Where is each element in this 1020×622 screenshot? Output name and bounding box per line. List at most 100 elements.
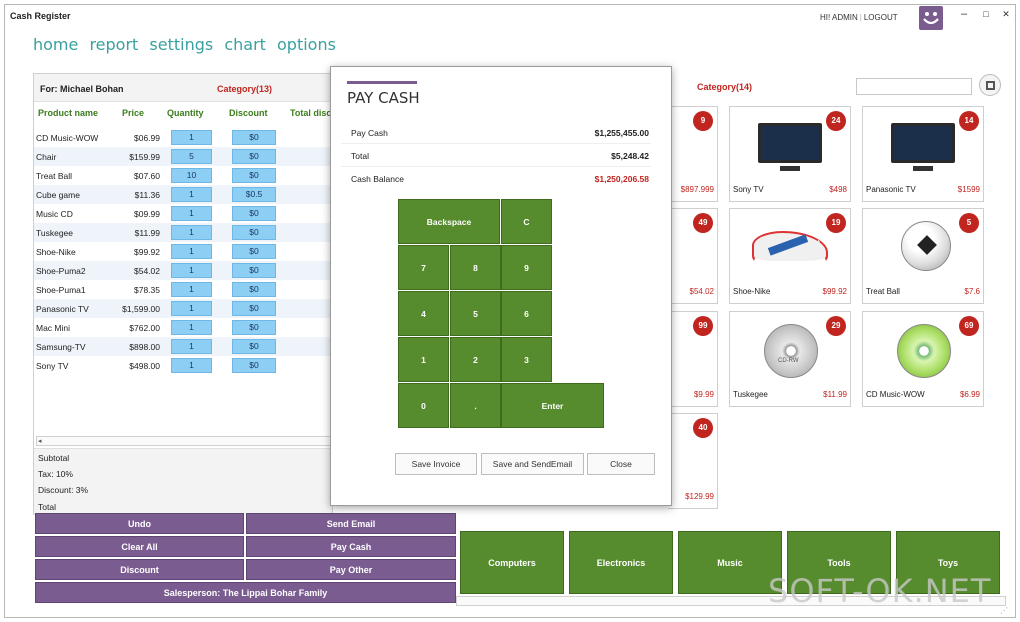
nav-settings[interactable]: settings: [149, 35, 214, 54]
row-discount-input[interactable]: $0.5: [232, 187, 276, 202]
table-row[interactable]: Chair $159.99 5 $0: [34, 147, 332, 166]
row-discount-input[interactable]: $0: [232, 244, 276, 259]
row-quantity-input[interactable]: 1: [171, 320, 212, 335]
key-7[interactable]: 7: [398, 245, 449, 290]
resize-grip-icon[interactable]: ⋰: [1000, 606, 1008, 615]
nav-options[interactable]: options: [277, 35, 336, 54]
scroll-left-icon[interactable]: ◂: [38, 438, 42, 445]
key-1[interactable]: 1: [398, 337, 449, 382]
product-card-partial[interactable]: 40 $129.99: [668, 413, 718, 509]
row-quantity-input[interactable]: 10: [171, 168, 212, 183]
row-quantity-input[interactable]: 1: [171, 358, 212, 373]
product-card-partial[interactable]: 99 $9.99: [668, 311, 718, 407]
key-4[interactable]: 4: [398, 291, 449, 336]
send-email-button[interactable]: Send Email: [246, 513, 456, 534]
key-dot[interactable]: .: [450, 383, 501, 428]
row-discount-input[interactable]: $0: [232, 301, 276, 316]
table-row[interactable]: Sony TV $498.00 1 $0: [34, 356, 332, 375]
row-quantity-input[interactable]: 1: [171, 225, 212, 240]
row-discount-input[interactable]: $0: [232, 130, 276, 145]
nav-chart[interactable]: chart: [224, 35, 266, 54]
table-row[interactable]: Shoe-Nike $99.92 1 $0: [34, 242, 332, 261]
row-quantity-input[interactable]: 1: [171, 301, 212, 316]
minimize-button[interactable]: –: [960, 8, 968, 20]
product-card-tuskegee[interactable]: CD-RW 29 Tuskegee $11.99: [729, 311, 851, 407]
undo-button[interactable]: Undo: [35, 513, 244, 534]
row-discount-input[interactable]: $0: [232, 263, 276, 278]
nav-report[interactable]: report: [89, 35, 139, 54]
product-card-shoe-nike[interactable]: 19 Shoe-Nike $99.92: [729, 208, 851, 304]
category-toys-button[interactable]: Toys: [896, 531, 1000, 594]
category-electronics-button[interactable]: Electronics: [569, 531, 673, 594]
discount-button[interactable]: Discount: [35, 559, 244, 580]
avatar[interactable]: [919, 6, 943, 30]
product-price: $54.02: [689, 287, 714, 296]
table-row[interactable]: Music CD $09.99 1 $0: [34, 204, 332, 223]
product-card-cd-music-wow[interactable]: 69 CD Music-WOW $6.99: [862, 311, 984, 407]
table-row[interactable]: Tuskegee $11.99 1 $0: [34, 223, 332, 242]
table-row[interactable]: Treat Ball $07.60 10 $0: [34, 166, 332, 185]
table-row[interactable]: Samsung-TV $898.00 1 $0: [34, 337, 332, 356]
order-category[interactable]: Category(13): [217, 84, 273, 94]
pay-other-button[interactable]: Pay Other: [246, 559, 456, 580]
table-row[interactable]: Cube game $11.36 1 $0.5: [34, 185, 332, 204]
salesperson-button[interactable]: Salesperson: The Lippai Bohar Family: [35, 582, 456, 603]
row-discount-input[interactable]: $0: [232, 358, 276, 373]
close-dialog-button[interactable]: Close: [587, 453, 655, 475]
key-backspace[interactable]: Backspace: [398, 199, 500, 244]
product-search-input[interactable]: [856, 78, 972, 95]
key-0[interactable]: 0: [398, 383, 449, 428]
row-discount-input[interactable]: $0: [232, 168, 276, 183]
product-category[interactable]: Category(14): [697, 82, 753, 92]
key-5[interactable]: 5: [450, 291, 501, 336]
row-quantity-input[interactable]: 1: [171, 282, 212, 297]
table-row[interactable]: CD Music-WOW $06.99 1 $0: [34, 128, 332, 147]
clear-all-button[interactable]: Clear All: [35, 536, 244, 557]
save-and-send-email-button[interactable]: Save and SendEmail: [481, 453, 584, 475]
key-8[interactable]: 8: [450, 245, 501, 290]
table-row[interactable]: Shoe-Puma1 $78.35 1 $0: [34, 280, 332, 299]
row-quantity-input[interactable]: 1: [171, 244, 212, 259]
table-row[interactable]: Panasonic TV $1,599.00 1 $0: [34, 299, 332, 318]
category-tools-button[interactable]: Tools: [787, 531, 891, 594]
horizontal-scrollbar[interactable]: ◂: [36, 436, 332, 446]
category-computers-button[interactable]: Computers: [460, 531, 564, 594]
row-discount-input[interactable]: $0: [232, 206, 276, 221]
close-button[interactable]: ✕: [1002, 9, 1010, 19]
user-greeting: HI! ADMIN: [820, 13, 858, 22]
pay-cash-button[interactable]: Pay Cash: [246, 536, 456, 557]
nav-home[interactable]: home: [33, 35, 79, 54]
col-total-disc: Total disc: [290, 108, 332, 118]
row-quantity-input[interactable]: 5: [171, 149, 212, 164]
product-card-sony-tv[interactable]: 24 Sony TV $498: [729, 106, 851, 202]
category-scrollbar[interactable]: [456, 596, 1006, 606]
table-row[interactable]: Shoe-Puma2 $54.02 1 $0: [34, 261, 332, 280]
key-2[interactable]: 2: [450, 337, 501, 382]
product-card-treat-ball[interactable]: 5 Treat Ball $7.6: [862, 208, 984, 304]
key-9[interactable]: 9: [501, 245, 552, 290]
row-quantity-input[interactable]: 1: [171, 130, 212, 145]
qr-code-button[interactable]: [979, 74, 1001, 96]
logout-link[interactable]: LOGOUT: [863, 13, 898, 22]
row-quantity-input[interactable]: 1: [171, 206, 212, 221]
row-discount-input[interactable]: $0: [232, 225, 276, 240]
row-quantity-input[interactable]: 1: [171, 263, 212, 278]
key-c[interactable]: C: [501, 199, 552, 244]
row-discount-input[interactable]: $0: [232, 339, 276, 354]
save-invoice-button[interactable]: Save Invoice: [395, 453, 477, 475]
category-music-button[interactable]: Music: [678, 531, 782, 594]
key-3[interactable]: 3: [501, 337, 552, 382]
row-price: $762.00: [129, 323, 160, 333]
row-quantity-input[interactable]: 1: [171, 187, 212, 202]
key-enter[interactable]: Enter: [501, 383, 604, 428]
row-quantity-input[interactable]: 1: [171, 339, 212, 354]
row-discount-input[interactable]: $0: [232, 320, 276, 335]
key-6[interactable]: 6: [501, 291, 552, 336]
row-discount-input[interactable]: $0: [232, 149, 276, 164]
row-discount-input[interactable]: $0: [232, 282, 276, 297]
product-card-partial[interactable]: 9 $897.999: [668, 106, 718, 202]
product-card-panasonic-tv[interactable]: 14 Panasonic TV $1599: [862, 106, 984, 202]
table-row[interactable]: Mac Mini $762.00 1 $0: [34, 318, 332, 337]
product-card-partial[interactable]: 49 $54.02: [668, 208, 718, 304]
maximize-button[interactable]: □: [983, 9, 989, 19]
